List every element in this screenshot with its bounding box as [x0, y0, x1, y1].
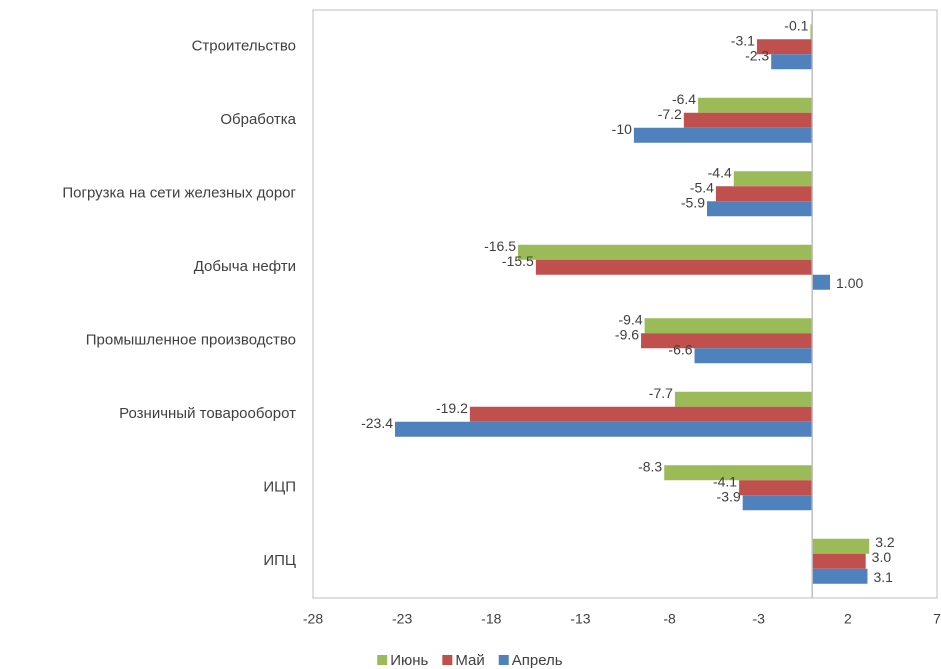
bar — [469, 406, 813, 422]
legend-swatch — [498, 655, 509, 665]
bar — [518, 244, 813, 260]
value-label: -4.4 — [708, 164, 732, 180]
bar — [644, 318, 813, 334]
category-label: Промышленное производство — [86, 332, 296, 349]
value-label: -9.4 — [618, 311, 642, 327]
bar — [715, 186, 813, 202]
bar — [742, 495, 813, 511]
category-label: Обработка — [220, 111, 296, 128]
value-label: -9.6 — [615, 326, 639, 342]
value-label: -6.6 — [668, 341, 692, 357]
value-label: -10 — [612, 121, 632, 137]
x-tick-label: -3 — [752, 611, 765, 627]
legend-swatch — [377, 655, 388, 665]
category-label: ИЦП — [263, 479, 296, 496]
value-label: -6.4 — [672, 91, 696, 107]
bar — [812, 538, 870, 554]
value-label: 3.2 — [875, 534, 895, 550]
legend: Июнь Май Апрель — [377, 652, 563, 669]
value-label: -19.2 — [436, 400, 468, 416]
bar — [812, 568, 868, 584]
category-label: Добыча нефти — [194, 258, 296, 275]
bar — [707, 201, 813, 217]
legend-label: Май — [455, 652, 484, 669]
bar — [812, 553, 866, 569]
bar — [810, 24, 813, 40]
value-label: -15.5 — [502, 253, 534, 269]
bar — [664, 465, 813, 481]
x-tick-label: 2 — [844, 611, 852, 627]
bar — [683, 112, 813, 128]
legend-swatch — [442, 655, 453, 665]
x-tick-label: -18 — [481, 611, 501, 627]
value-label: -16.5 — [484, 238, 516, 254]
value-label: -2.3 — [745, 47, 769, 63]
plot-frame — [312, 9, 938, 599]
bar — [633, 127, 813, 143]
value-label: -8.3 — [638, 458, 662, 474]
value-label: -23.4 — [361, 415, 393, 431]
value-label: -5.9 — [681, 194, 705, 210]
bar — [771, 54, 813, 70]
bar — [739, 480, 813, 496]
x-tick-label: -13 — [570, 611, 590, 627]
bar — [756, 39, 813, 55]
x-tick-label: -8 — [663, 611, 676, 627]
value-label: 3.0 — [872, 549, 892, 565]
value-label: -7.7 — [649, 385, 673, 401]
bar — [733, 171, 813, 187]
category-label: Строительство — [192, 38, 296, 55]
value-label: -4.1 — [713, 473, 737, 489]
x-tick-label: 7 — [933, 611, 941, 627]
legend-label: Апрель — [512, 652, 563, 669]
bar — [694, 348, 813, 364]
category-label: Розничный товарооборот — [119, 405, 296, 422]
bar — [674, 391, 813, 407]
category-label: Погрузка на сети железных дорог — [62, 185, 296, 202]
value-label: 1.00 — [836, 275, 863, 291]
legend-label: Июнь — [390, 652, 428, 669]
x-tick-label: -28 — [303, 611, 323, 627]
value-label: -7.2 — [658, 106, 682, 122]
bar — [812, 274, 831, 290]
bar — [535, 259, 813, 275]
bar — [641, 333, 813, 349]
value-label: -0.1 — [784, 17, 808, 33]
bar — [395, 421, 813, 437]
value-label: -3.1 — [731, 32, 755, 48]
value-label: 3.1 — [873, 569, 893, 585]
value-label: -3.9 — [717, 488, 741, 504]
category-label: ИПЦ — [263, 552, 296, 569]
x-tick-label: -23 — [392, 611, 412, 627]
bar — [698, 97, 813, 113]
value-label: -5.4 — [690, 179, 714, 195]
